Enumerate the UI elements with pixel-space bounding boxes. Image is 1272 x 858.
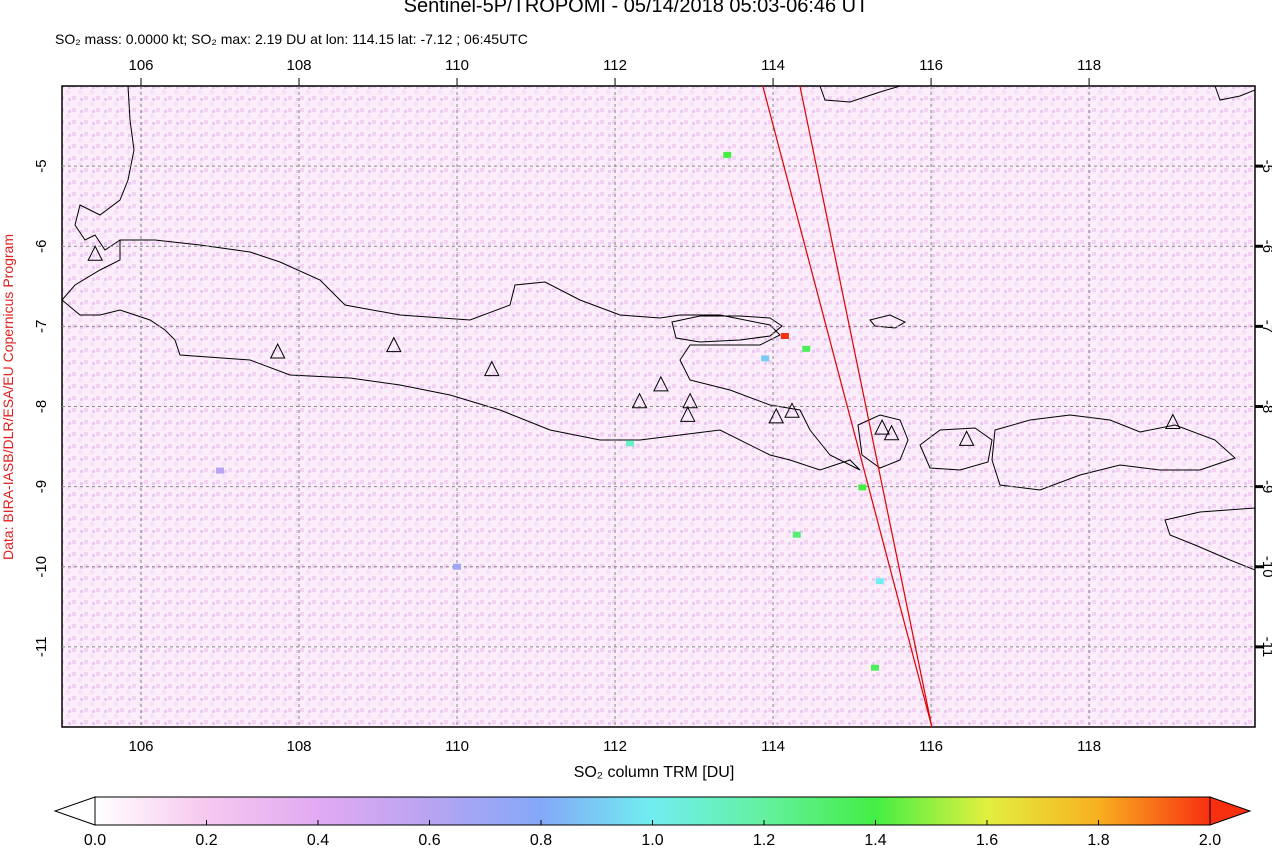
y-tick-label-right: -8 xyxy=(1259,400,1272,413)
so2-pixel xyxy=(802,345,811,352)
credit: Data: BIRA-IASB/DLR/ESA/EU Copernicus Pr… xyxy=(0,234,16,560)
colorbar-label: SO₂ column TRM [DU] xyxy=(574,764,735,781)
y-tick-label-left: -8 xyxy=(33,400,50,413)
colorbar-tick-label: 1.2 xyxy=(753,832,775,849)
y-tick-label-left: -11 xyxy=(33,637,50,658)
chart-title: Sentinel-5P/TROPOMI - 05/14/2018 05:03-0… xyxy=(404,0,869,17)
subtitle: SO₂ mass: 0.0000 kt; SO₂ max: 2.19 DU at… xyxy=(55,31,528,47)
y-tick-label-right: -6 xyxy=(1259,240,1272,253)
bali-coast xyxy=(857,414,909,469)
so2-pixel xyxy=(780,332,789,339)
y-tick-label-right: -10 xyxy=(1259,556,1272,578)
colorbar-tick-label: 1.0 xyxy=(641,832,663,849)
colorbar-tick-label: 0.2 xyxy=(195,832,217,849)
volcano xyxy=(653,375,669,392)
x-tick-label-bottom: 112 xyxy=(603,738,627,755)
y-tick-label-right: -9 xyxy=(1259,480,1272,493)
orbit-edge xyxy=(762,85,933,728)
x-tick-bar xyxy=(298,78,300,86)
x-tick-label-top: 110 xyxy=(445,57,469,74)
so2-pixel xyxy=(792,531,801,538)
y-tick-label-right: -11 xyxy=(1259,637,1272,658)
orbit-edge xyxy=(799,85,933,728)
x-tick-label-bottom: 116 xyxy=(919,738,943,755)
colorbar-max-arrow xyxy=(1209,796,1252,826)
coastlines xyxy=(62,86,1255,571)
volcano xyxy=(958,430,975,446)
sulawesi-coast xyxy=(1214,86,1255,101)
volcano xyxy=(631,392,648,409)
colorbar-tick-label: 0.0 xyxy=(84,832,106,849)
y-tick-label-left: -9 xyxy=(33,480,50,493)
volcano xyxy=(1165,413,1181,430)
y-tick-label-right: -7 xyxy=(1259,320,1272,333)
sumatra-coast xyxy=(74,86,135,251)
volcano xyxy=(269,342,286,359)
y-tick-label-left: -10 xyxy=(33,556,50,578)
kalimantan-coast xyxy=(819,86,901,103)
so2-pixel xyxy=(723,151,732,158)
islet-coast xyxy=(869,314,907,329)
y-tick-label-left: -6 xyxy=(33,240,50,253)
colorbar-tick-label: 0.8 xyxy=(530,832,552,849)
x-tick-label-bottom: 110 xyxy=(445,738,469,755)
volcano xyxy=(874,419,890,435)
so2-pixel xyxy=(870,664,879,671)
java-coast xyxy=(62,239,861,471)
x-tick-bar xyxy=(930,78,932,86)
x-tick-bar xyxy=(140,78,142,86)
colorbar-min-arrow xyxy=(53,796,96,826)
y-tick-label-right: -5 xyxy=(1259,159,1272,172)
x-tick-label-bottom: 118 xyxy=(1077,738,1101,755)
volcano xyxy=(679,406,696,422)
colorbar-tick-label: 1.4 xyxy=(864,832,886,849)
volcano xyxy=(883,424,900,441)
x-tick-label-bottom: 108 xyxy=(287,738,312,755)
y-tick-label-left: -7 xyxy=(33,320,50,333)
x-tick-label-top: 114 xyxy=(761,57,785,74)
x-tick-label-top: 112 xyxy=(603,57,627,74)
x-tick-bar xyxy=(456,78,458,86)
colorbar-tick-label: 0.4 xyxy=(307,832,329,849)
sumbawa-flores-coast xyxy=(991,414,1236,491)
so2-pixel xyxy=(216,467,225,474)
colorbar-tick-label: 2.0 xyxy=(1199,832,1221,849)
x-tick-label-top: 116 xyxy=(919,57,943,74)
volcano xyxy=(768,407,785,424)
y-tick-label-left: -5 xyxy=(33,159,50,172)
x-tick-label-top: 108 xyxy=(287,57,312,74)
x-tick-bar xyxy=(772,78,774,86)
so2-pixel xyxy=(453,563,462,570)
x-tick-label-bottom: 114 xyxy=(761,738,785,755)
x-tick-label-top: 106 xyxy=(128,57,153,74)
volcano xyxy=(483,360,500,377)
x-tick-label-bottom: 106 xyxy=(128,738,153,755)
x-tick-label-top: 118 xyxy=(1077,57,1101,74)
x-tick-bar xyxy=(614,78,616,86)
volcano xyxy=(386,336,402,353)
madura-coast xyxy=(671,315,783,343)
colorbar-tick-label: 1.8 xyxy=(1087,832,1109,849)
timor-coast xyxy=(1164,507,1255,571)
volcano xyxy=(784,402,800,418)
volcano xyxy=(682,392,698,409)
x-tick-bar xyxy=(1088,78,1090,86)
so2-pixel xyxy=(626,440,635,447)
so2-pixel xyxy=(761,355,770,362)
so2-pixel xyxy=(875,578,884,585)
so2-pixel xyxy=(858,484,867,491)
colorbar-tick-label: 0.6 xyxy=(418,832,440,849)
colorbar-tick-label: 1.6 xyxy=(976,832,998,849)
volcano xyxy=(87,245,103,261)
lombok-coast xyxy=(919,427,993,471)
